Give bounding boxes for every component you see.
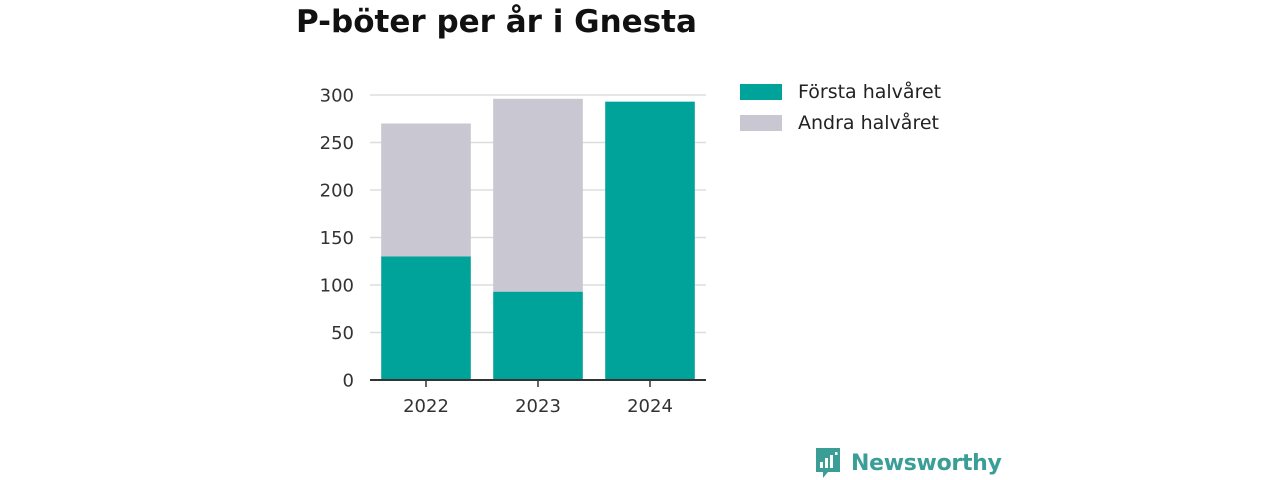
bar-2023-first-half xyxy=(493,291,583,380)
chart-title: P-böter per år i Gnesta xyxy=(296,4,697,40)
legend-item-second-half: Andra halvåret xyxy=(740,107,941,138)
x-tick-label-2024: 2024 xyxy=(627,396,673,417)
brand-name: Newsworthy xyxy=(851,450,1002,476)
legend: Första halvåret Andra halvåret xyxy=(740,76,941,138)
x-axis: 2022 2023 2024 xyxy=(370,379,706,417)
y-tick-label-0: 0 xyxy=(343,371,354,392)
legend-swatch-second-half xyxy=(740,114,782,131)
brand-logo: Newsworthy xyxy=(814,446,1002,480)
bar-chart-speech-bubble-icon xyxy=(816,448,840,478)
legend-item-first-half: Första halvåret xyxy=(740,76,941,107)
y-tick-label-100: 100 xyxy=(320,276,354,297)
legend-label-first-half: Första halvåret xyxy=(798,80,942,103)
x-tick-label-2022: 2022 xyxy=(403,396,449,417)
bar-2022-second-half xyxy=(381,123,471,257)
y-tick-label-300: 300 xyxy=(320,86,354,107)
y-tick-label-50: 50 xyxy=(331,323,354,344)
legend-swatch-first-half xyxy=(740,83,782,100)
bar-2022-first-half xyxy=(381,256,471,380)
bars xyxy=(381,98,695,381)
bar-2023-second-half xyxy=(493,98,583,292)
bar-2024-first-half xyxy=(605,101,695,381)
y-tick-label-200: 200 xyxy=(320,181,354,202)
x-tick-label-2023: 2023 xyxy=(515,396,561,417)
y-tick-label-150: 150 xyxy=(320,228,354,249)
y-axis-tick-labels: 0 50 100 150 200 250 300 xyxy=(320,86,354,392)
y-tick-label-250: 250 xyxy=(320,133,354,154)
legend-label-second-half: Andra halvåret xyxy=(798,111,939,134)
